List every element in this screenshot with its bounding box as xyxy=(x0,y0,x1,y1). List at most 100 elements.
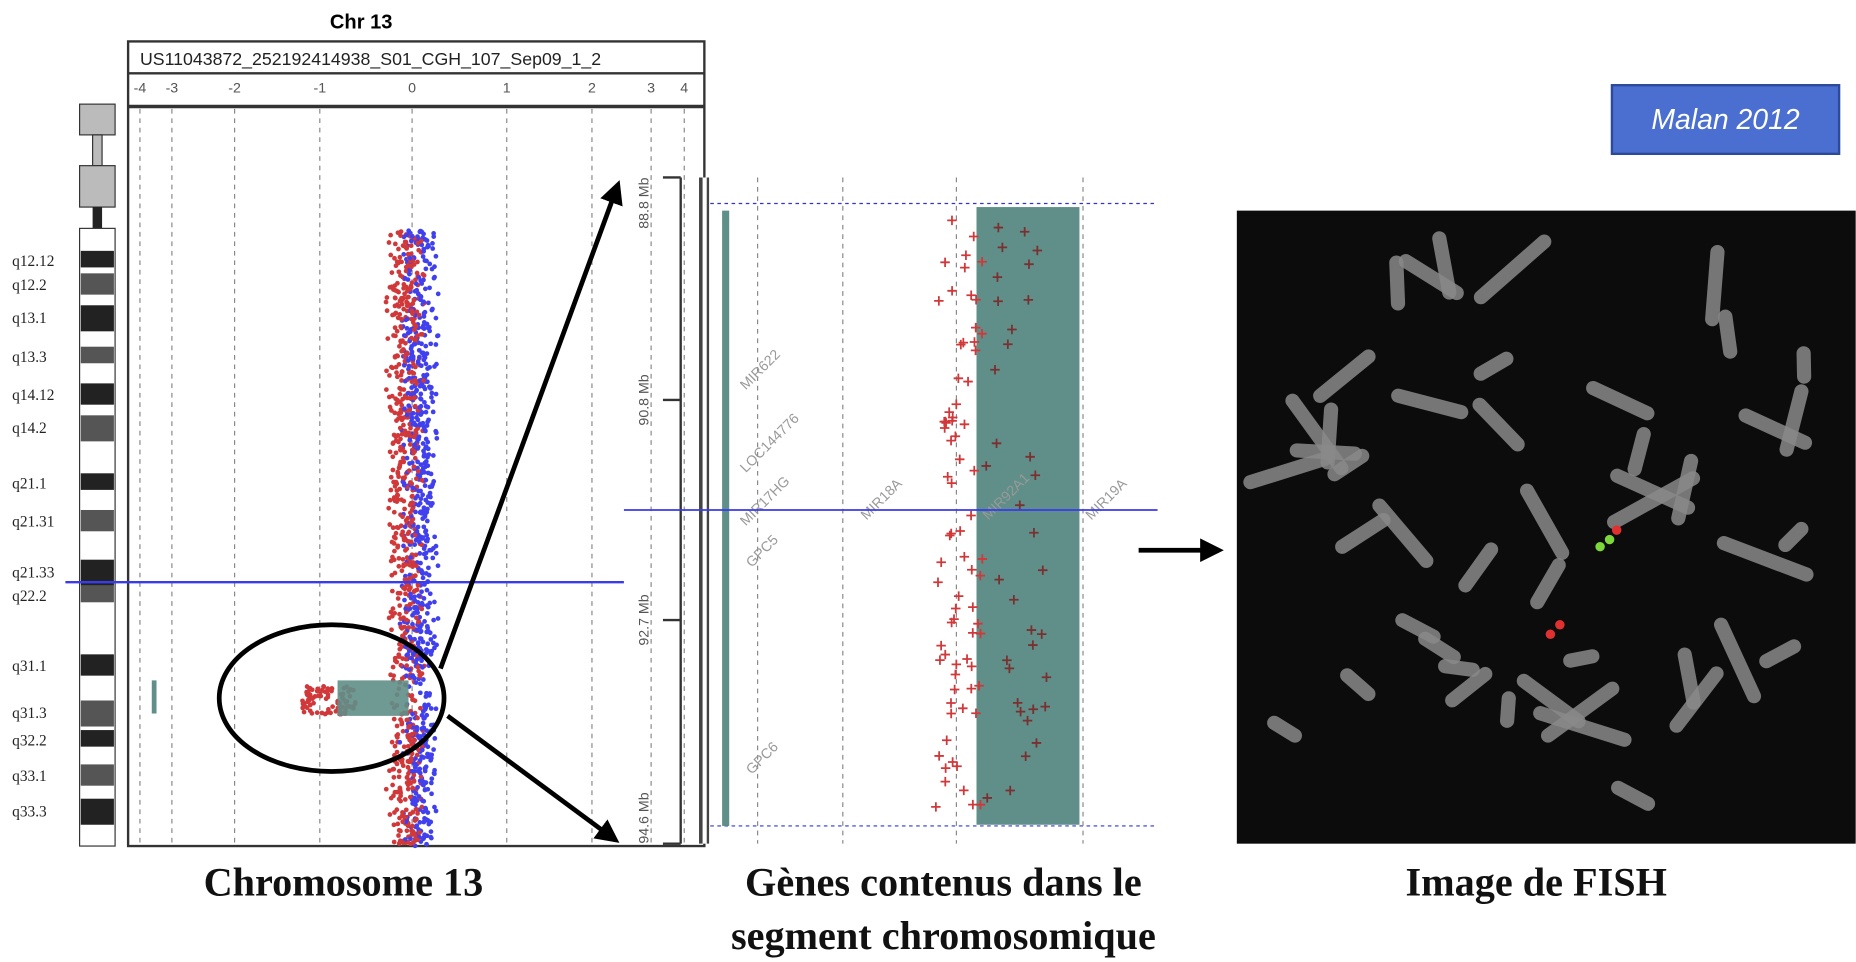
probe-dot xyxy=(421,441,426,446)
probe-dot xyxy=(431,453,436,458)
probe-dot xyxy=(424,362,429,367)
fish-signal xyxy=(1605,535,1614,544)
probe-dot xyxy=(393,334,398,339)
probe-dot xyxy=(408,256,413,261)
probe-dot xyxy=(408,602,413,607)
probe-dot xyxy=(408,812,413,817)
probe-dot xyxy=(434,430,439,435)
probe-dot xyxy=(399,260,404,265)
probe-dot xyxy=(408,555,413,560)
probe-dot xyxy=(403,631,408,636)
probe-dot xyxy=(418,423,423,428)
probe-dot xyxy=(419,568,424,573)
gene-track xyxy=(722,211,729,826)
probe-dot xyxy=(408,592,413,597)
probe-dot xyxy=(426,244,431,249)
probe-dot xyxy=(401,557,406,562)
band-label: q14.12 xyxy=(12,387,54,404)
probe-dot xyxy=(401,544,406,549)
probe-dot xyxy=(415,271,420,276)
probe-dot xyxy=(387,373,392,378)
probe-dot xyxy=(418,690,423,695)
probe-dot xyxy=(398,392,403,397)
probe-dot xyxy=(399,317,404,322)
probe-dot xyxy=(431,618,436,623)
probe-dot xyxy=(422,596,427,601)
probe-dot xyxy=(419,496,424,501)
probe-dot xyxy=(436,563,441,568)
probe-dot xyxy=(328,711,333,716)
probe-dot xyxy=(421,378,426,383)
probe-dot xyxy=(397,740,402,745)
probe-dot xyxy=(417,593,422,598)
probe-dot xyxy=(424,780,429,785)
probe-dot xyxy=(416,620,421,625)
probe-dot xyxy=(422,619,427,624)
caption: Chromosome 13 xyxy=(204,860,484,905)
probe-dot xyxy=(413,430,418,435)
probe-dot xyxy=(385,295,390,300)
probe-dot xyxy=(414,415,419,420)
probe-dot xyxy=(390,540,395,545)
probe-dot xyxy=(416,361,421,366)
probe-dot xyxy=(420,535,425,540)
probe-dot xyxy=(403,276,408,281)
probe-dot xyxy=(425,326,430,331)
probe-dot xyxy=(396,833,401,838)
probe-dot xyxy=(424,266,429,271)
probe-dot xyxy=(434,342,439,347)
probe-dot xyxy=(416,734,421,739)
probe-dot xyxy=(421,524,426,529)
position-label: 90.8 Mb xyxy=(637,374,653,425)
band-label: q32.2 xyxy=(12,732,47,749)
probe-dot xyxy=(393,288,398,293)
probe-dot xyxy=(396,591,401,596)
band xyxy=(80,166,115,207)
probe-dot xyxy=(423,344,428,349)
probe-dot xyxy=(305,693,310,698)
probe-dot xyxy=(425,588,430,593)
probe-dot xyxy=(400,369,405,374)
position-label: 92.7 Mb xyxy=(637,594,653,645)
caption: segment chromosomique xyxy=(731,913,1156,958)
band-label: q21.33 xyxy=(12,564,55,581)
probe-dot xyxy=(401,296,406,301)
probe-dot xyxy=(416,469,421,474)
probe-dot xyxy=(420,798,425,803)
probe-dot xyxy=(432,768,437,773)
probe-dot xyxy=(413,510,418,515)
probe-dot xyxy=(428,591,433,596)
probe-dot xyxy=(432,646,437,651)
probe-dot xyxy=(429,781,434,786)
probe-dot xyxy=(424,842,429,847)
probe-dot xyxy=(389,408,394,413)
probe-dot xyxy=(409,344,414,349)
probe-dot xyxy=(395,724,400,729)
probe-dot xyxy=(422,470,427,475)
probe-dot xyxy=(424,817,429,822)
probe-dot xyxy=(421,721,426,726)
band xyxy=(81,273,114,294)
probe-dot xyxy=(421,272,426,277)
band xyxy=(81,251,114,268)
probe-dot xyxy=(388,498,393,503)
probe-dot xyxy=(387,522,392,527)
probe-dot xyxy=(394,370,399,375)
probe-dot xyxy=(414,680,419,685)
band-label: q21.31 xyxy=(12,514,54,531)
probe-dot xyxy=(432,534,437,539)
probe-dot xyxy=(398,400,403,405)
probe-dot xyxy=(310,711,315,716)
probe-dot xyxy=(428,491,433,496)
probe-dot xyxy=(399,349,404,354)
probe-dot xyxy=(415,811,420,816)
probe-dot xyxy=(418,297,423,302)
band xyxy=(81,383,114,404)
probe-dot xyxy=(412,442,417,447)
probe-dot xyxy=(315,710,320,715)
probe-dot xyxy=(389,488,394,493)
probe-dot xyxy=(422,546,427,551)
probe-dot xyxy=(389,627,394,632)
probe-dot xyxy=(384,300,389,305)
probe-dot xyxy=(431,641,436,646)
